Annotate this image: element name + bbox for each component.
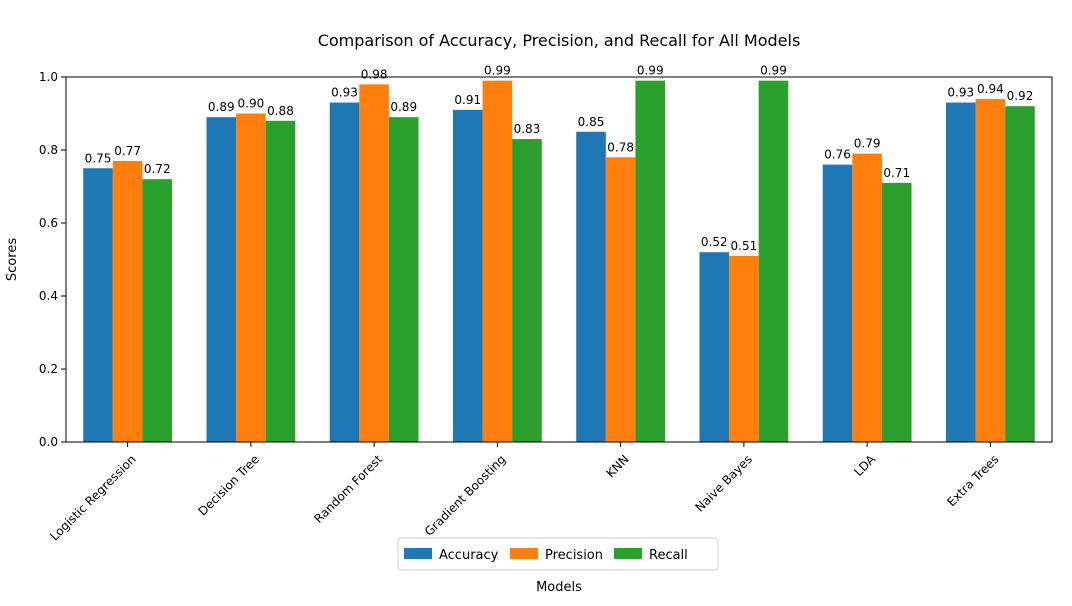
y-tick-label: 0.8: [39, 143, 58, 157]
bar-recall: [142, 179, 173, 442]
data-label: 0.93: [947, 86, 974, 100]
bar-recall: [635, 80, 666, 443]
data-label: 0.99: [637, 64, 664, 78]
data-label: 0.90: [238, 97, 265, 111]
legend-swatch-accuracy: [404, 548, 432, 559]
bar-accuracy: [206, 117, 237, 443]
bar-accuracy: [329, 102, 360, 443]
data-label: 0.78: [607, 140, 634, 154]
y-tick-label: 0.0: [39, 435, 58, 449]
chart-title: Comparison of Accuracy, Precision, and R…: [318, 31, 801, 50]
bar-recall: [881, 182, 912, 442]
y-tick-label: 0.4: [39, 289, 58, 303]
x-tick-label: Logistic Regression: [47, 452, 138, 543]
x-axis-label: Models: [536, 580, 582, 595]
data-label: 0.75: [85, 151, 112, 165]
bar-recall: [265, 120, 296, 443]
data-label: 0.76: [824, 148, 851, 162]
bar-recall: [388, 117, 419, 443]
data-label: 0.89: [208, 100, 235, 114]
bar-recall: [1005, 106, 1035, 442]
plot-frame: [65, 76, 1053, 443]
bar-precision: [359, 84, 389, 443]
data-label: 0.99: [484, 64, 511, 78]
data-label: 0.52: [701, 235, 728, 249]
bar-accuracy: [699, 252, 730, 442]
bar-accuracy: [452, 109, 483, 442]
data-label: 0.99: [760, 64, 787, 78]
bar-precision: [975, 98, 1006, 443]
y-tick-label: 0.2: [39, 362, 58, 376]
data-label: 0.71: [883, 166, 910, 180]
x-tick-label: Extra Trees: [944, 452, 1001, 509]
x-tick-label: Naive Bayes: [693, 452, 755, 514]
data-label: 0.89: [390, 100, 417, 114]
legend: Accuracy Precision Recall: [397, 537, 719, 571]
legend-frame: [397, 537, 719, 571]
legend-label-accuracy: Accuracy: [439, 548, 499, 563]
x-tick-label: Decision Tree: [196, 452, 262, 518]
x-tick-label: Random Forest: [311, 452, 385, 526]
data-label: 0.93: [331, 86, 358, 100]
data-label: 0.94: [977, 82, 1004, 96]
x-tick-label: KNN: [604, 452, 632, 480]
bar-precision: [852, 153, 882, 442]
legend-swatch-precision: [510, 548, 538, 559]
data-label: 0.51: [731, 239, 758, 253]
bar-precision: [605, 157, 636, 443]
data-label: 0.88: [267, 104, 294, 118]
y-tick-label: 1.0: [39, 70, 58, 84]
y-tick-label: 0.6: [39, 216, 58, 230]
legend-swatch-recall: [614, 548, 642, 559]
data-label: 0.77: [114, 144, 141, 158]
data-label: 0.98: [361, 67, 388, 81]
bar-accuracy: [822, 164, 853, 442]
bar-precision: [729, 255, 759, 442]
x-tick-label: Gradient Boosting: [422, 452, 509, 539]
bar-precision: [482, 80, 513, 443]
bar-precision: [112, 160, 143, 442]
legend-label-recall: Recall: [649, 548, 688, 563]
data-label: 0.72: [144, 162, 171, 176]
bar-recall: [512, 139, 542, 443]
legend-label-precision: Precision: [545, 548, 603, 563]
bar-precision: [236, 113, 266, 442]
data-label: 0.85: [578, 115, 605, 129]
x-tick-label: LDA: [851, 452, 878, 479]
bar-accuracy: [83, 168, 113, 442]
data-label: 0.79: [854, 137, 881, 151]
data-label: 0.83: [514, 122, 541, 136]
data-label: 0.92: [1007, 89, 1034, 103]
y-axis-label: Scores: [5, 238, 20, 281]
bar-accuracy: [945, 102, 976, 443]
bar-recall: [758, 80, 789, 443]
data-label: 0.91: [454, 93, 481, 107]
bar-accuracy: [576, 131, 606, 442]
